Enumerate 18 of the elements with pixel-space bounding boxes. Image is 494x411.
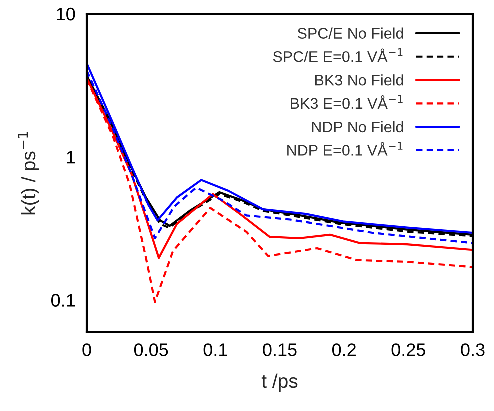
legend-label: SPC/E E=0.1 VÅ$^{−1}$ — [273, 48, 403, 62]
legend-label: SPC/E No Field — [298, 28, 404, 39]
y-axis-title: k(t) / ps$^{−1}$ — [18, 132, 40, 215]
x-tick-label: 0.3 — [461, 344, 485, 356]
legend-label: BK3 E=0.1 VÅ$^{−1}$ — [291, 95, 403, 110]
x-axis-title: t /ps — [262, 374, 298, 392]
y-tick-label: 1 — [67, 151, 76, 164]
y-tick-label: 10 — [57, 8, 76, 21]
x-tick-label: 0.25 — [392, 344, 426, 356]
x-tick-label: 0.15 — [263, 344, 297, 356]
y-tick-label: 0.1 — [51, 294, 76, 307]
x-tick-label: 0.1 — [204, 344, 228, 356]
legend-label: BK3 No Field — [315, 74, 404, 86]
x-tick-label: 0 — [82, 344, 92, 356]
legend-label: NDP No Field — [312, 121, 404, 133]
x-tick-label: 0.2 — [332, 344, 356, 356]
legend-label: NDP E=0.1 VÅ$^{−1}$ — [288, 142, 403, 156]
x-tick-label: 0.05 — [134, 344, 168, 356]
